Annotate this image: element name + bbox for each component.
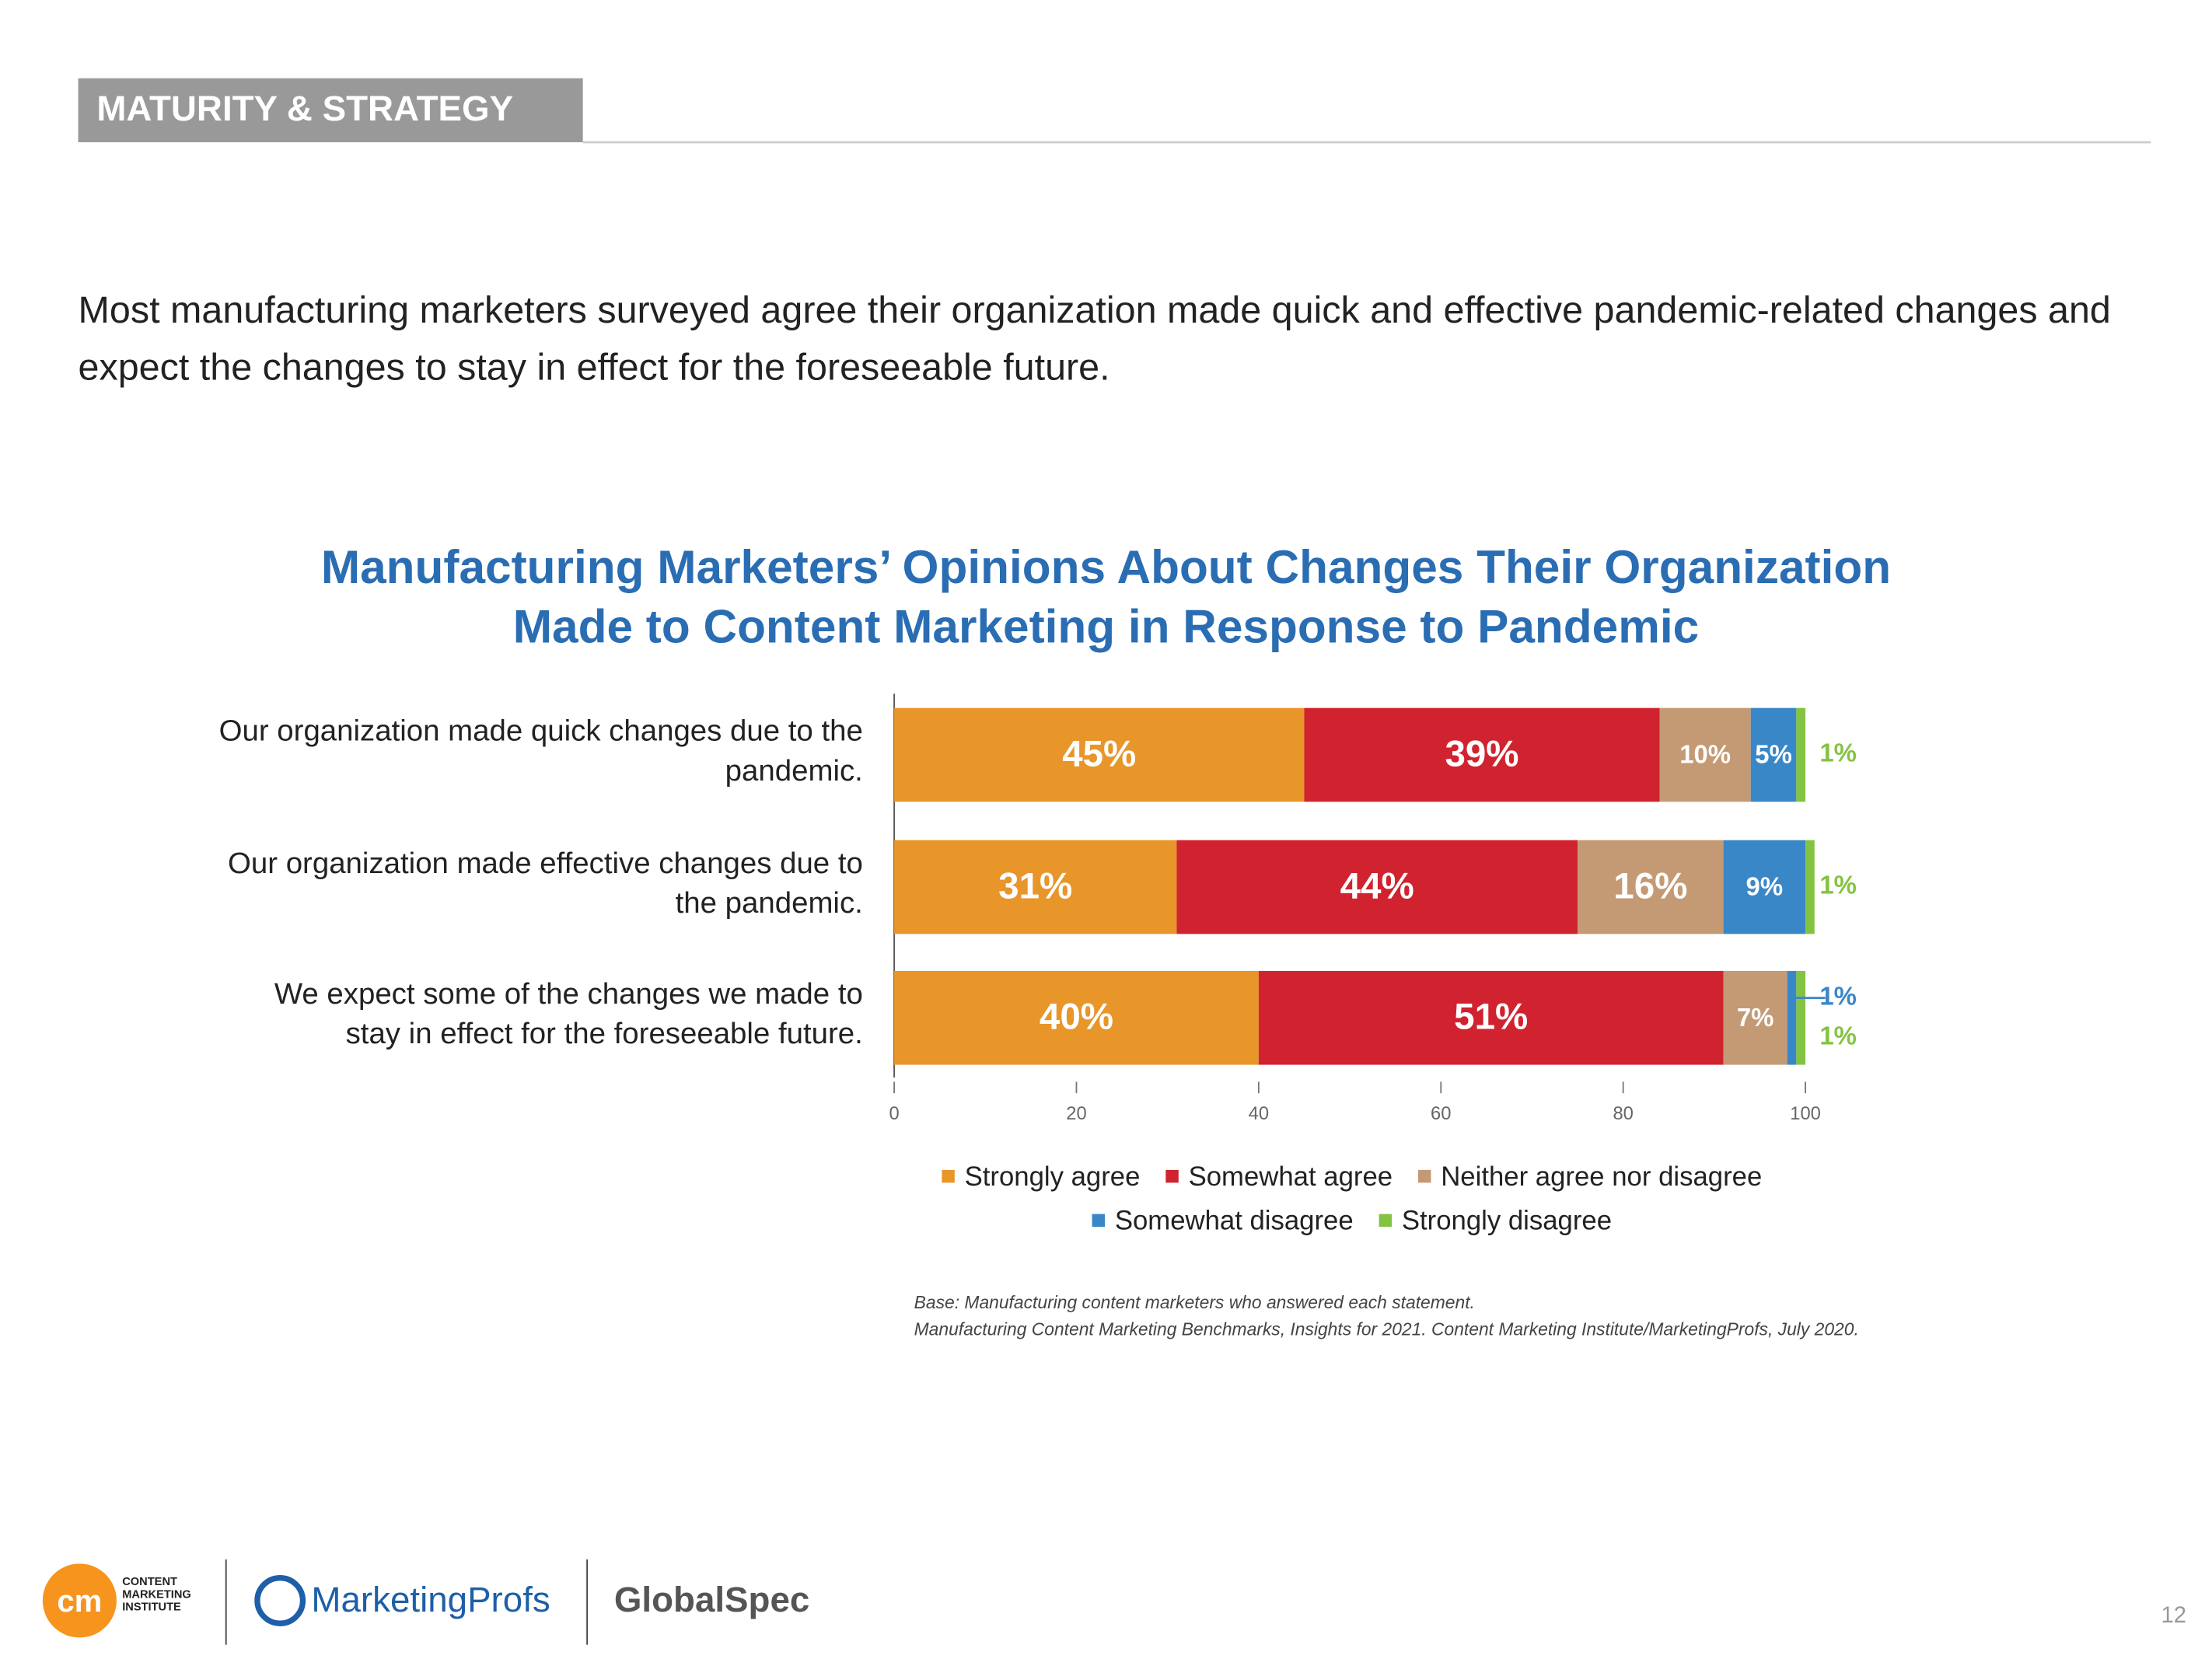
value-label: 1% bbox=[1819, 1022, 1857, 1050]
x-tick-label: 100 bbox=[1790, 1103, 1821, 1124]
note: Manufacturing Content Marketing Benchmar… bbox=[914, 1319, 1859, 1339]
cmi-mark: cm bbox=[57, 1584, 102, 1619]
bar-segment bbox=[1750, 707, 1797, 802]
legend-label: Somewhat disagree bbox=[1115, 1207, 1354, 1236]
x-tick-label: 80 bbox=[1613, 1103, 1633, 1124]
value-label: 9% bbox=[1746, 872, 1784, 901]
bar-segment bbox=[894, 970, 1259, 1065]
value-label: 45% bbox=[1062, 733, 1136, 774]
value-label: 51% bbox=[1454, 997, 1528, 1038]
category-label: Our organization made effective changes … bbox=[228, 847, 863, 920]
value-label: 40% bbox=[1040, 997, 1113, 1038]
legend-swatch bbox=[1092, 1214, 1106, 1228]
x-tick-label: 0 bbox=[889, 1103, 899, 1124]
legend-swatch bbox=[1417, 1169, 1431, 1183]
value-label: 1% bbox=[1819, 739, 1857, 767]
bar-segment bbox=[1723, 970, 1787, 1065]
x-tick-label: 20 bbox=[1066, 1103, 1086, 1124]
legend-swatch bbox=[1379, 1214, 1393, 1228]
intro-box: Most manufacturing marketers surveyed ag… bbox=[78, 288, 2111, 389]
legend-label: Neither agree nor disagree bbox=[1441, 1162, 1762, 1192]
value-label: 1% bbox=[1819, 871, 1857, 899]
x-tick-label: 40 bbox=[1249, 1103, 1269, 1124]
bar-segment bbox=[1304, 707, 1660, 802]
legend-label: Strongly disagree bbox=[1402, 1207, 1612, 1236]
bar-segment bbox=[1578, 840, 1724, 934]
bar-segment bbox=[894, 707, 1305, 802]
bar-segment bbox=[1805, 840, 1815, 934]
x-tick-label: 60 bbox=[1431, 1103, 1451, 1124]
bar-segment bbox=[1796, 707, 1806, 802]
mprofs-name: MarketingProfs bbox=[311, 1580, 550, 1619]
cmi-logo bbox=[42, 1563, 117, 1638]
category-label: We expect some of the changes we made to… bbox=[274, 978, 863, 1051]
value-label: 16% bbox=[1613, 865, 1687, 906]
note: Base: Manufacturing content marketers wh… bbox=[914, 1292, 1475, 1312]
bar-segment bbox=[1723, 840, 1806, 934]
globalspec-name: GlobalSpec bbox=[614, 1580, 809, 1619]
value-label: 7% bbox=[1737, 1003, 1774, 1032]
value-label: 39% bbox=[1445, 733, 1518, 774]
category-label: Our organization made quick changes due … bbox=[218, 714, 863, 788]
section-title: MATURITY & STRATEGY bbox=[96, 89, 513, 128]
legend-label: Strongly agree bbox=[965, 1162, 1141, 1192]
bar-segment bbox=[1176, 840, 1578, 934]
title-box: Manufacturing Marketers’ Opinions About … bbox=[320, 540, 1892, 653]
bar-segment bbox=[1796, 970, 1806, 1065]
value-label: 1% bbox=[1819, 981, 1857, 1010]
cmi-box: CONTENT MARKETING INSTITUTE bbox=[122, 1574, 191, 1614]
category-box: Our organization made quick changes due … bbox=[218, 714, 863, 788]
value-label: 5% bbox=[1755, 740, 1792, 769]
chart-title: Manufacturing Marketers’ Opinions About … bbox=[320, 540, 1892, 653]
cmi-name: CONTENT MARKETING INSTITUTE bbox=[122, 1574, 191, 1614]
bar-segment bbox=[1787, 970, 1797, 1065]
page-number: 12 bbox=[2161, 1603, 2187, 1628]
value-label: 31% bbox=[998, 865, 1072, 906]
bar-segment bbox=[1258, 970, 1724, 1065]
legend-label: Somewhat agree bbox=[1189, 1162, 1393, 1192]
bar-segment bbox=[1659, 707, 1751, 802]
section-tab bbox=[78, 78, 583, 142]
intro: Most manufacturing marketers surveyed ag… bbox=[78, 288, 2111, 389]
legend-swatch bbox=[942, 1169, 955, 1183]
value-label: 10% bbox=[1679, 740, 1731, 769]
bar-segment bbox=[894, 840, 1177, 934]
value-label: 44% bbox=[1340, 865, 1414, 906]
mprofs-icon bbox=[254, 1574, 306, 1626]
category-box: Our organization made effective changes … bbox=[228, 847, 863, 920]
legend-swatch bbox=[1165, 1169, 1179, 1183]
category-box: We expect some of the changes we made to… bbox=[274, 978, 863, 1051]
